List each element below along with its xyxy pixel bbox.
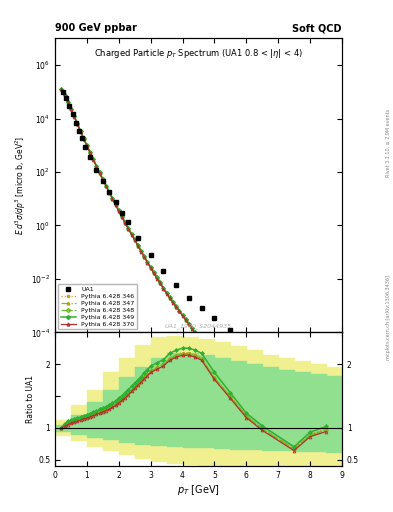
Text: Soft QCD: Soft QCD bbox=[292, 23, 342, 33]
Y-axis label: $E\,d^3\sigma/dp^3$ [micro b, GeV$^2$]: $E\,d^3\sigma/dp^3$ [micro b, GeV$^2$] bbox=[14, 136, 28, 235]
Text: 900 GeV ppbar: 900 GeV ppbar bbox=[55, 23, 137, 33]
X-axis label: $p_T$ [GeV]: $p_T$ [GeV] bbox=[177, 482, 220, 497]
Text: Charged Particle $p_T$ Spectrum (UA1 0.8 < $|\eta|$ < 4): Charged Particle $p_T$ Spectrum (UA1 0.8… bbox=[94, 47, 303, 60]
Legend: UA1, Pythia 6.428 346, Pythia 6.428 347, Pythia 6.428 348, Pythia 6.428 349, Pyt: UA1, Pythia 6.428 346, Pythia 6.428 347,… bbox=[58, 284, 137, 329]
Text: mcplots.cern.ch [arXiv:1306.3436]: mcplots.cern.ch [arXiv:1306.3436] bbox=[386, 275, 391, 360]
Text: Rivet 3.1.10, ≥ 2.9M events: Rivet 3.1.10, ≥ 2.9M events bbox=[386, 109, 391, 178]
Text: UA1_1990_S2044935: UA1_1990_S2044935 bbox=[165, 324, 232, 329]
Y-axis label: Ratio to UA1: Ratio to UA1 bbox=[26, 375, 35, 423]
